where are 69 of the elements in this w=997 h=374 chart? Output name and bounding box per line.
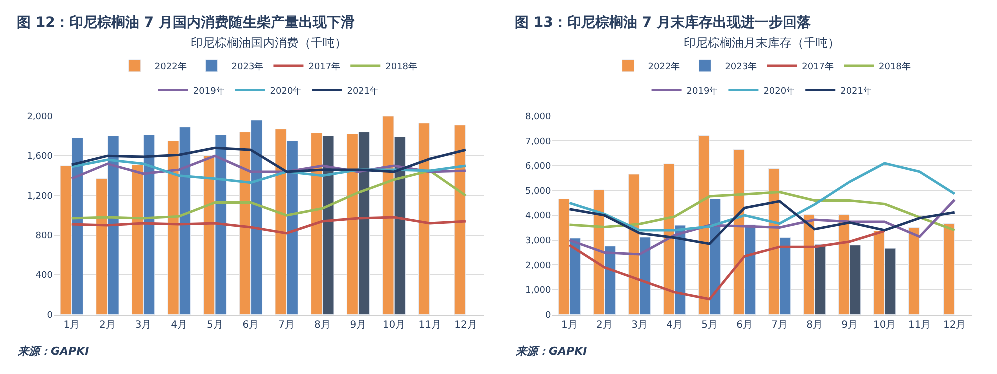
- x-tick-label: 11月: [418, 320, 442, 331]
- legend-label: 2023年: [232, 61, 264, 72]
- x-tick-label: 1月: [64, 320, 80, 331]
- x-tick-label: 3月: [632, 320, 648, 331]
- line-series: [568, 162, 956, 232]
- legend-label: 2018年: [386, 61, 418, 72]
- y-tick-label: 7,000: [525, 137, 552, 148]
- x-tick-label: 10月: [382, 320, 406, 331]
- x-tick-label: 4月: [171, 320, 188, 331]
- line-series: [568, 230, 886, 301]
- bar: [943, 224, 955, 315]
- y-tick-label: 4,000: [525, 212, 552, 222]
- line-series: [70, 146, 468, 174]
- x-tick-label: 10月: [873, 320, 896, 331]
- x-tick-label: 3月: [135, 320, 152, 331]
- chart-subtitle: 印尼棕榈油月末库存（千吨）: [684, 36, 840, 50]
- y-tick-label: 2,000: [525, 261, 552, 272]
- legend-label: 2021年: [347, 86, 380, 97]
- legend-label: 2019年: [686, 86, 719, 97]
- line-series: [568, 191, 956, 232]
- x-tick-label: 1月: [562, 320, 578, 331]
- legend-label: 2022年: [154, 61, 187, 72]
- legend-label: 2019年: [193, 86, 226, 97]
- x-tick-label: 9月: [350, 320, 367, 331]
- x-tick-label: 6月: [242, 320, 260, 331]
- x-tick-label: 8月: [806, 320, 823, 331]
- x-tick-label: 6月: [736, 320, 753, 331]
- x-tick-label: 8月: [314, 320, 331, 331]
- x-tick-label: 11月: [908, 320, 932, 331]
- x-tick-label: 7月: [772, 320, 788, 331]
- y-tick-label: 1,000: [525, 286, 552, 296]
- y-tick-label: 2,000: [27, 112, 54, 123]
- x-tick-label: 12月: [943, 320, 966, 331]
- y-tick-label: 1,600: [27, 152, 54, 162]
- source-note: 来源：GAPKI: [17, 345, 90, 358]
- x-tick-label: 5月: [206, 320, 224, 331]
- x-tick-label: 4月: [666, 320, 683, 331]
- y-tick-label: 0: [546, 310, 552, 321]
- bar: [908, 227, 920, 315]
- legend-label: 2020年: [764, 86, 796, 97]
- y-tick-label: 0: [47, 310, 54, 321]
- legend-label: 2022年: [648, 61, 680, 72]
- x-tick-label: 9月: [842, 320, 858, 331]
- legend-label: 2021年: [840, 86, 873, 97]
- x-tick-label: 5月: [702, 320, 718, 331]
- chart-title: 图 13：印尼棕榈油 7 月末库存出现进一步回落: [515, 14, 812, 31]
- x-tick-label: 2月: [100, 320, 116, 331]
- y-tick-label: 3,000: [525, 236, 552, 247]
- legend-label: 2020年: [270, 86, 302, 97]
- y-tick-label: 8,000: [525, 112, 552, 123]
- line-series: [568, 200, 956, 246]
- legend-label: 2017年: [308, 61, 341, 72]
- line-series: [70, 216, 468, 235]
- legend-label: 2017年: [802, 61, 834, 72]
- y-tick-label: 800: [36, 232, 54, 242]
- y-tick-label: 1,200: [27, 192, 54, 202]
- x-tick-label: 7月: [278, 320, 296, 331]
- line-series: [70, 170, 468, 220]
- chart-subtitle: 印尼棕榈油国内消费（千吨）: [191, 36, 347, 50]
- legend-label: 2018年: [879, 61, 911, 72]
- x-tick-label: 2月: [596, 320, 613, 331]
- y-tick-label: 6,000: [525, 162, 552, 172]
- bar: [418, 123, 430, 315]
- x-tick-label: 12月: [454, 320, 478, 331]
- y-tick-label: 5,000: [525, 186, 552, 197]
- source-note: 来源：GAPKI: [515, 345, 588, 358]
- y-tick-label: 400: [36, 271, 54, 282]
- legend-label: 2023年: [725, 61, 758, 72]
- chart-title: 图 12：印尼棕榈油 7 月国内消费随生柴产量出现下滑: [17, 14, 355, 31]
